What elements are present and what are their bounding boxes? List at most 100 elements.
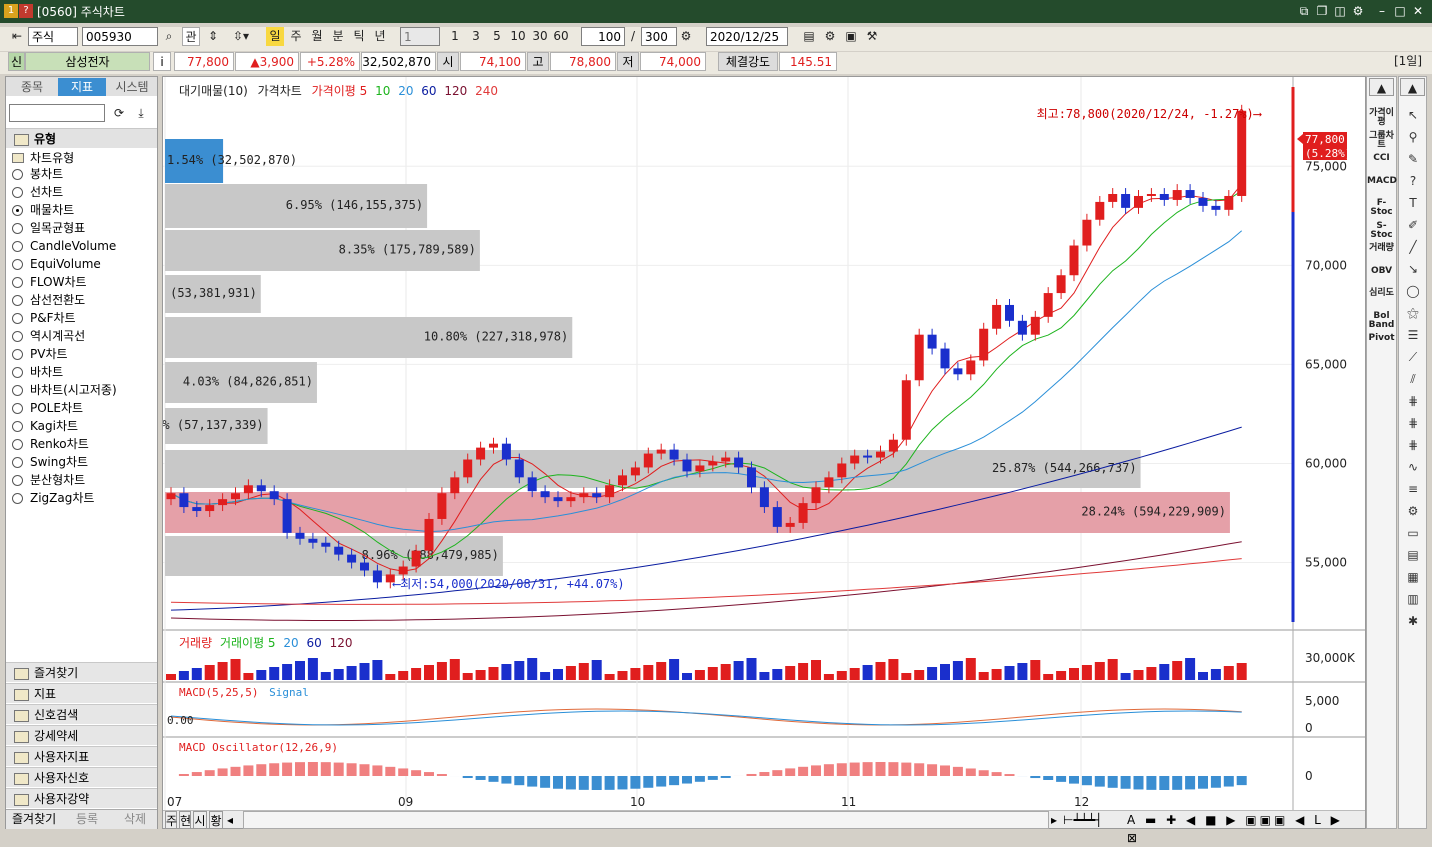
gwan-button[interactable]: 관 <box>182 27 200 46</box>
tool-icon-2[interactable]: ⚙ <box>821 27 839 46</box>
drawing-tool-icon[interactable]: ✱ <box>1405 613 1421 629</box>
drawing-tool-icon[interactable]: ▦ <box>1405 569 1421 585</box>
indicator-shortcut[interactable]: 거래량 <box>1367 244 1396 253</box>
indicator-shortcut[interactable]: 그룹차트 <box>1367 132 1396 150</box>
chart-type-option[interactable]: Kagi차트 <box>30 417 78 435</box>
drawing-tool-icon[interactable]: T <box>1405 195 1421 211</box>
drawing-tool-icon[interactable]: ⋕ <box>1405 415 1421 431</box>
tool-icon-1[interactable]: ▤ <box>800 27 818 46</box>
chart-type-option[interactable]: ZigZag차트 <box>30 489 94 507</box>
radio-icon[interactable] <box>12 457 23 468</box>
type-section[interactable]: 유형 <box>6 128 157 148</box>
indicator-shortcut[interactable]: F-Stoc <box>1367 199 1396 217</box>
quick-60[interactable]: 60 <box>551 27 571 46</box>
market-select[interactable]: 주식 <box>28 27 78 46</box>
maximize-button[interactable]: □ <box>1392 3 1408 19</box>
favorites-tab[interactable]: 즐겨찾기 <box>12 810 56 828</box>
radio-icon[interactable] <box>12 241 23 252</box>
section-6[interactable]: 사용자강약 <box>6 788 157 808</box>
drawing-tool-icon[interactable]: ▤ <box>1405 547 1421 563</box>
chart-type-option[interactable]: 매물차트 <box>30 201 74 219</box>
radio-icon[interactable] <box>12 421 23 432</box>
radio-icon[interactable] <box>12 367 23 378</box>
drawing-tool-icon[interactable]: ▥ <box>1405 591 1421 607</box>
chart-type-option[interactable]: FLOW차트 <box>30 273 87 291</box>
delete-button[interactable]: 삭제 <box>124 810 146 828</box>
radio-icon[interactable] <box>12 277 23 288</box>
drawing-tool-icon[interactable]: ⋕ <box>1405 393 1421 409</box>
search-icon[interactable]: ⌕ <box>160 27 178 46</box>
camera-icon[interactable]: ◫ <box>1332 3 1348 19</box>
drawing-tool-icon[interactable]: ⚲ <box>1405 129 1421 145</box>
zoom-slider[interactable]: ⊢┷┷┷┤ <box>1063 811 1123 829</box>
section-3[interactable]: 강세약세 <box>6 725 157 745</box>
indicator-shortcut[interactable]: S-Stoc <box>1367 222 1396 240</box>
radio-icon[interactable] <box>12 313 23 324</box>
drawing-tool-icon[interactable]: ▭ <box>1405 525 1421 541</box>
period-year[interactable]: 년 <box>371 27 389 46</box>
scroll-right-icon[interactable]: ▸ <box>1051 811 1061 829</box>
date-input[interactable]: 2020/12/25 <box>706 27 788 46</box>
drawing-tool-icon[interactable]: ≡ <box>1405 481 1421 497</box>
chart-type-option[interactable]: 일목균형표 <box>30 219 85 237</box>
period-minute[interactable]: 분 <box>329 27 347 46</box>
chart-type-option[interactable]: POLE차트 <box>30 399 83 417</box>
sync-icon[interactable]: ⇕ <box>204 27 222 46</box>
chart-svg[interactable]: 1.54% (32,502,870)6.95% (146,155,375)8.3… <box>163 77 1365 811</box>
period-day[interactable]: 일 <box>266 27 284 46</box>
radio-icon[interactable] <box>12 493 23 504</box>
tab-system[interactable]: 시스템 <box>108 78 156 96</box>
drawing-tool-icon[interactable]: ⚙ <box>1405 503 1421 519</box>
period-num-select[interactable]: 1 <box>400 27 440 46</box>
drawing-tool-icon[interactable]: ⟋ <box>1405 349 1421 365</box>
nav-controls[interactable]: A ▬ ✚ ◀ ■ ▶ ▣▣▣ ◀ L ▶ ⊠ <box>1127 811 1347 829</box>
chart-type-option[interactable]: P&F차트 <box>30 309 76 327</box>
drawing-tool-icon[interactable]: ☰ <box>1405 327 1421 343</box>
indicator-shortcut[interactable]: Pivot <box>1367 334 1396 343</box>
chart-type-option[interactable]: PV차트 <box>30 345 68 363</box>
tool-icon-4[interactable]: ⚒ <box>863 27 881 46</box>
scroll-left-icon[interactable]: ◂ <box>227 811 241 829</box>
radio-icon[interactable] <box>12 331 23 342</box>
btab-2[interactable]: 현 <box>179 811 191 829</box>
radio-icon[interactable] <box>12 295 23 306</box>
period-month[interactable]: 월 <box>308 27 326 46</box>
prev-icon[interactable]: ⇤ <box>8 27 26 46</box>
scrollbar[interactable] <box>243 811 1049 829</box>
stock-name[interactable]: 삼성전자 <box>25 52 150 71</box>
drawing-tool-icon[interactable]: ↘ <box>1405 261 1421 277</box>
drawing-tool-icon[interactable]: ⚝ <box>1405 305 1421 321</box>
quick-5[interactable]: 5 <box>488 27 506 46</box>
chart-type-option[interactable]: EquiVolume <box>30 255 101 273</box>
chart-type-option[interactable]: 바차트(시고저종) <box>30 381 117 399</box>
radio-icon[interactable] <box>12 475 23 486</box>
radio-icon[interactable] <box>12 259 23 270</box>
help-icon[interactable]: ? <box>19 4 33 18</box>
period-week[interactable]: 주 <box>287 27 305 46</box>
btab-4[interactable]: 황 <box>209 811 223 829</box>
section-4[interactable]: 사용자지표 <box>6 746 157 766</box>
radio-icon[interactable] <box>12 169 23 180</box>
drawing-tool-icon[interactable]: ↖ <box>1405 107 1421 123</box>
stepper-icon[interactable]: ⇳▾ <box>226 27 256 46</box>
chart-type-option[interactable]: 분산형차트 <box>30 471 85 489</box>
quick-3[interactable]: 3 <box>467 27 485 46</box>
chart-area[interactable]: 1.54% (32,502,870)6.95% (146,155,375)8.3… <box>162 76 1366 829</box>
indicator-shortcut[interactable]: Bol Band <box>1367 312 1396 330</box>
radio-icon[interactable] <box>12 403 23 414</box>
indicator-shortcut[interactable]: 가격이평 <box>1367 109 1396 127</box>
indicator-shortcut[interactable]: 심리도 <box>1367 289 1396 298</box>
download-icon[interactable]: ⤓ <box>132 104 150 123</box>
drawing-tool-icon[interactable]: ✐ <box>1405 217 1421 233</box>
chart-type-option[interactable]: Swing차트 <box>30 453 88 471</box>
indicator-search-input[interactable] <box>9 104 105 122</box>
drawing-tool-icon[interactable]: ? <box>1405 173 1421 189</box>
radio-icon[interactable] <box>12 385 23 396</box>
refresh-icon[interactable]: ⟳ <box>110 104 128 123</box>
chart-type-option[interactable]: 역시계곡선 <box>30 327 85 345</box>
tab-stock[interactable]: 종목 <box>8 78 56 96</box>
indicator-shortcut[interactable]: MACD <box>1367 177 1396 186</box>
btab-3[interactable]: 시 <box>193 811 207 829</box>
drawing-tool-icon[interactable]: ⋕ <box>1405 437 1421 453</box>
minimize-button[interactable]: – <box>1374 3 1390 19</box>
